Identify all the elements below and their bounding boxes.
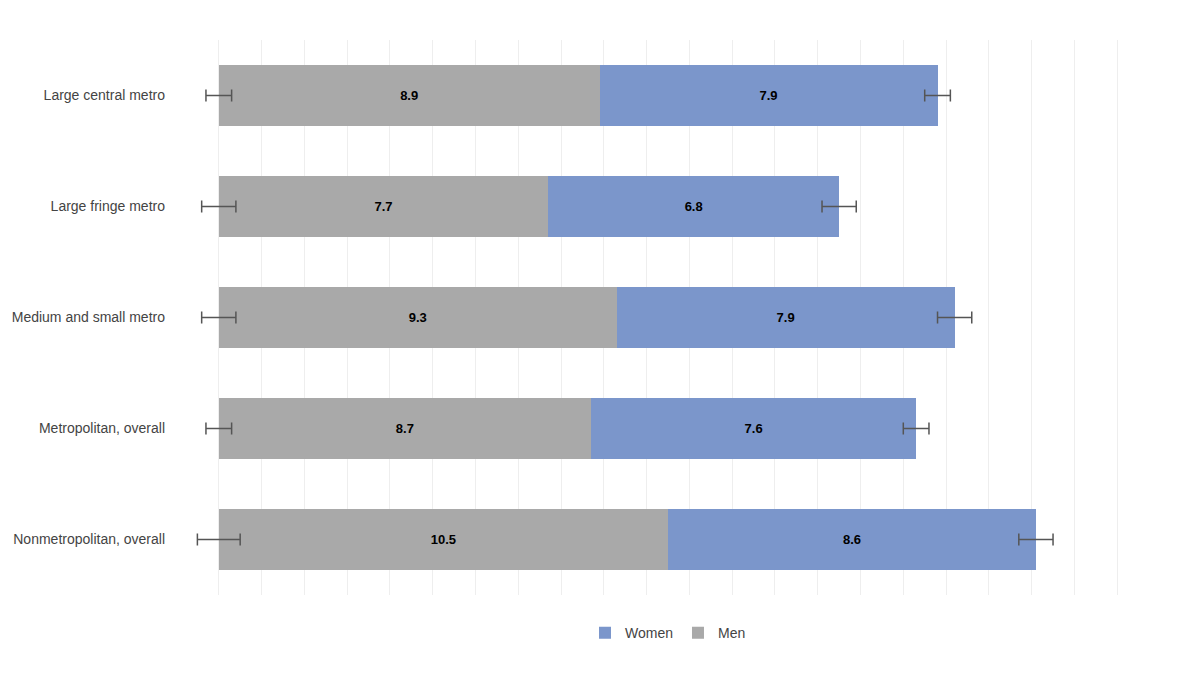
svg-text:Men: Men: [718, 625, 745, 641]
svg-text:Large central metro: Large central metro: [44, 87, 166, 103]
svg-text:8.7: 8.7: [396, 421, 414, 436]
svg-text:Metropolitan, overall: Metropolitan, overall: [39, 420, 165, 436]
svg-text:8.6: 8.6: [843, 532, 861, 547]
svg-text:6.8: 6.8: [685, 199, 703, 214]
svg-text:Nonmetropolitan, overall: Nonmetropolitan, overall: [13, 531, 165, 547]
svg-text:8.9: 8.9: [400, 88, 418, 103]
svg-text:7.7: 7.7: [374, 199, 392, 214]
svg-text:7.9: 7.9: [760, 88, 778, 103]
svg-text:Women: Women: [625, 625, 673, 641]
svg-text:10.5: 10.5: [431, 532, 456, 547]
svg-text:7.6: 7.6: [745, 421, 763, 436]
svg-text:Medium and small metro: Medium and small metro: [12, 309, 165, 325]
svg-text:7.9: 7.9: [777, 310, 795, 325]
svg-text:Large fringe metro: Large fringe metro: [51, 198, 166, 214]
svg-text:9.3: 9.3: [409, 310, 427, 325]
